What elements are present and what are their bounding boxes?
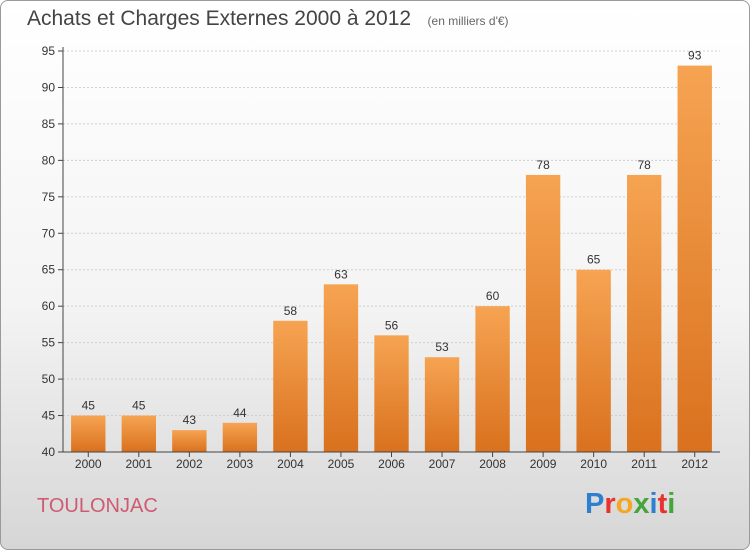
data-label: 45: [132, 399, 146, 413]
y-tick-label: 80: [42, 153, 56, 167]
x-tick-label: 2004: [277, 457, 304, 471]
chart-subtitle: (en milliers d'€): [427, 14, 509, 28]
data-label: 78: [638, 158, 652, 172]
brand-letter: i: [649, 488, 658, 520]
bar: [222, 422, 258, 452]
bar: [71, 415, 106, 452]
x-tick-label: 2007: [429, 457, 456, 471]
y-tick-label: 70: [42, 226, 56, 240]
data-label: 53: [435, 340, 449, 354]
bar: [424, 357, 460, 452]
y-tick-label: 90: [42, 80, 56, 94]
bar: [273, 320, 308, 452]
bar: [627, 174, 662, 453]
data-label: 45: [82, 399, 96, 413]
data-label: 93: [688, 49, 702, 63]
y-tick-label: 95: [42, 44, 56, 58]
data-label: 58: [284, 304, 298, 318]
y-tick-label: 60: [42, 299, 56, 313]
y-tick-label: 55: [42, 336, 56, 350]
x-tick-label: 2006: [378, 457, 405, 471]
x-tick-label: 2008: [479, 457, 506, 471]
x-tick-label: 2012: [681, 457, 708, 471]
data-label: 63: [334, 267, 348, 281]
bar: [172, 430, 207, 452]
x-tick-label: 2003: [227, 457, 254, 471]
y-tick-label: 75: [42, 190, 56, 204]
brand-letter: x: [633, 488, 650, 520]
brand-letter: t: [657, 488, 668, 520]
title-row: Achats et Charges Externes 2000 à 2012 (…: [27, 7, 509, 31]
x-tick-label: 2009: [530, 457, 557, 471]
bar: [374, 335, 409, 452]
x-tick-label: 2002: [176, 457, 203, 471]
brand-letter: r: [604, 488, 616, 520]
bar: [121, 415, 156, 452]
data-label: 56: [385, 318, 399, 332]
y-tick-label: 50: [42, 372, 56, 386]
y-tick-label: 45: [42, 409, 56, 423]
x-tick-label: 2005: [328, 457, 355, 471]
x-tick-label: 2001: [125, 457, 152, 471]
proxiti-logo: Proxiti: [585, 488, 675, 521]
chart-title: Achats et Charges Externes 2000 à 2012: [27, 7, 412, 30]
bar: [323, 284, 359, 452]
data-label: 60: [486, 289, 500, 303]
brand-letter: P: [585, 488, 605, 520]
y-tick-label: 85: [42, 117, 56, 131]
y-tick-label: 65: [42, 263, 56, 277]
bar: [677, 65, 712, 452]
brand-letter: i: [667, 488, 676, 520]
x-tick-label: 2010: [580, 457, 607, 471]
x-tick-label: 2011: [631, 457, 657, 471]
data-label: 44: [233, 406, 247, 420]
bar: [576, 269, 611, 452]
location-label: TOULONJAC: [37, 495, 158, 517]
data-label: 65: [587, 253, 601, 267]
bar: [525, 174, 561, 453]
brand-letter: o: [615, 488, 634, 520]
x-tick-label: 2000: [75, 457, 102, 471]
y-tick-label: 40: [42, 445, 56, 459]
bar: [475, 306, 510, 452]
data-label: 78: [536, 158, 550, 172]
data-label: 43: [183, 413, 197, 427]
